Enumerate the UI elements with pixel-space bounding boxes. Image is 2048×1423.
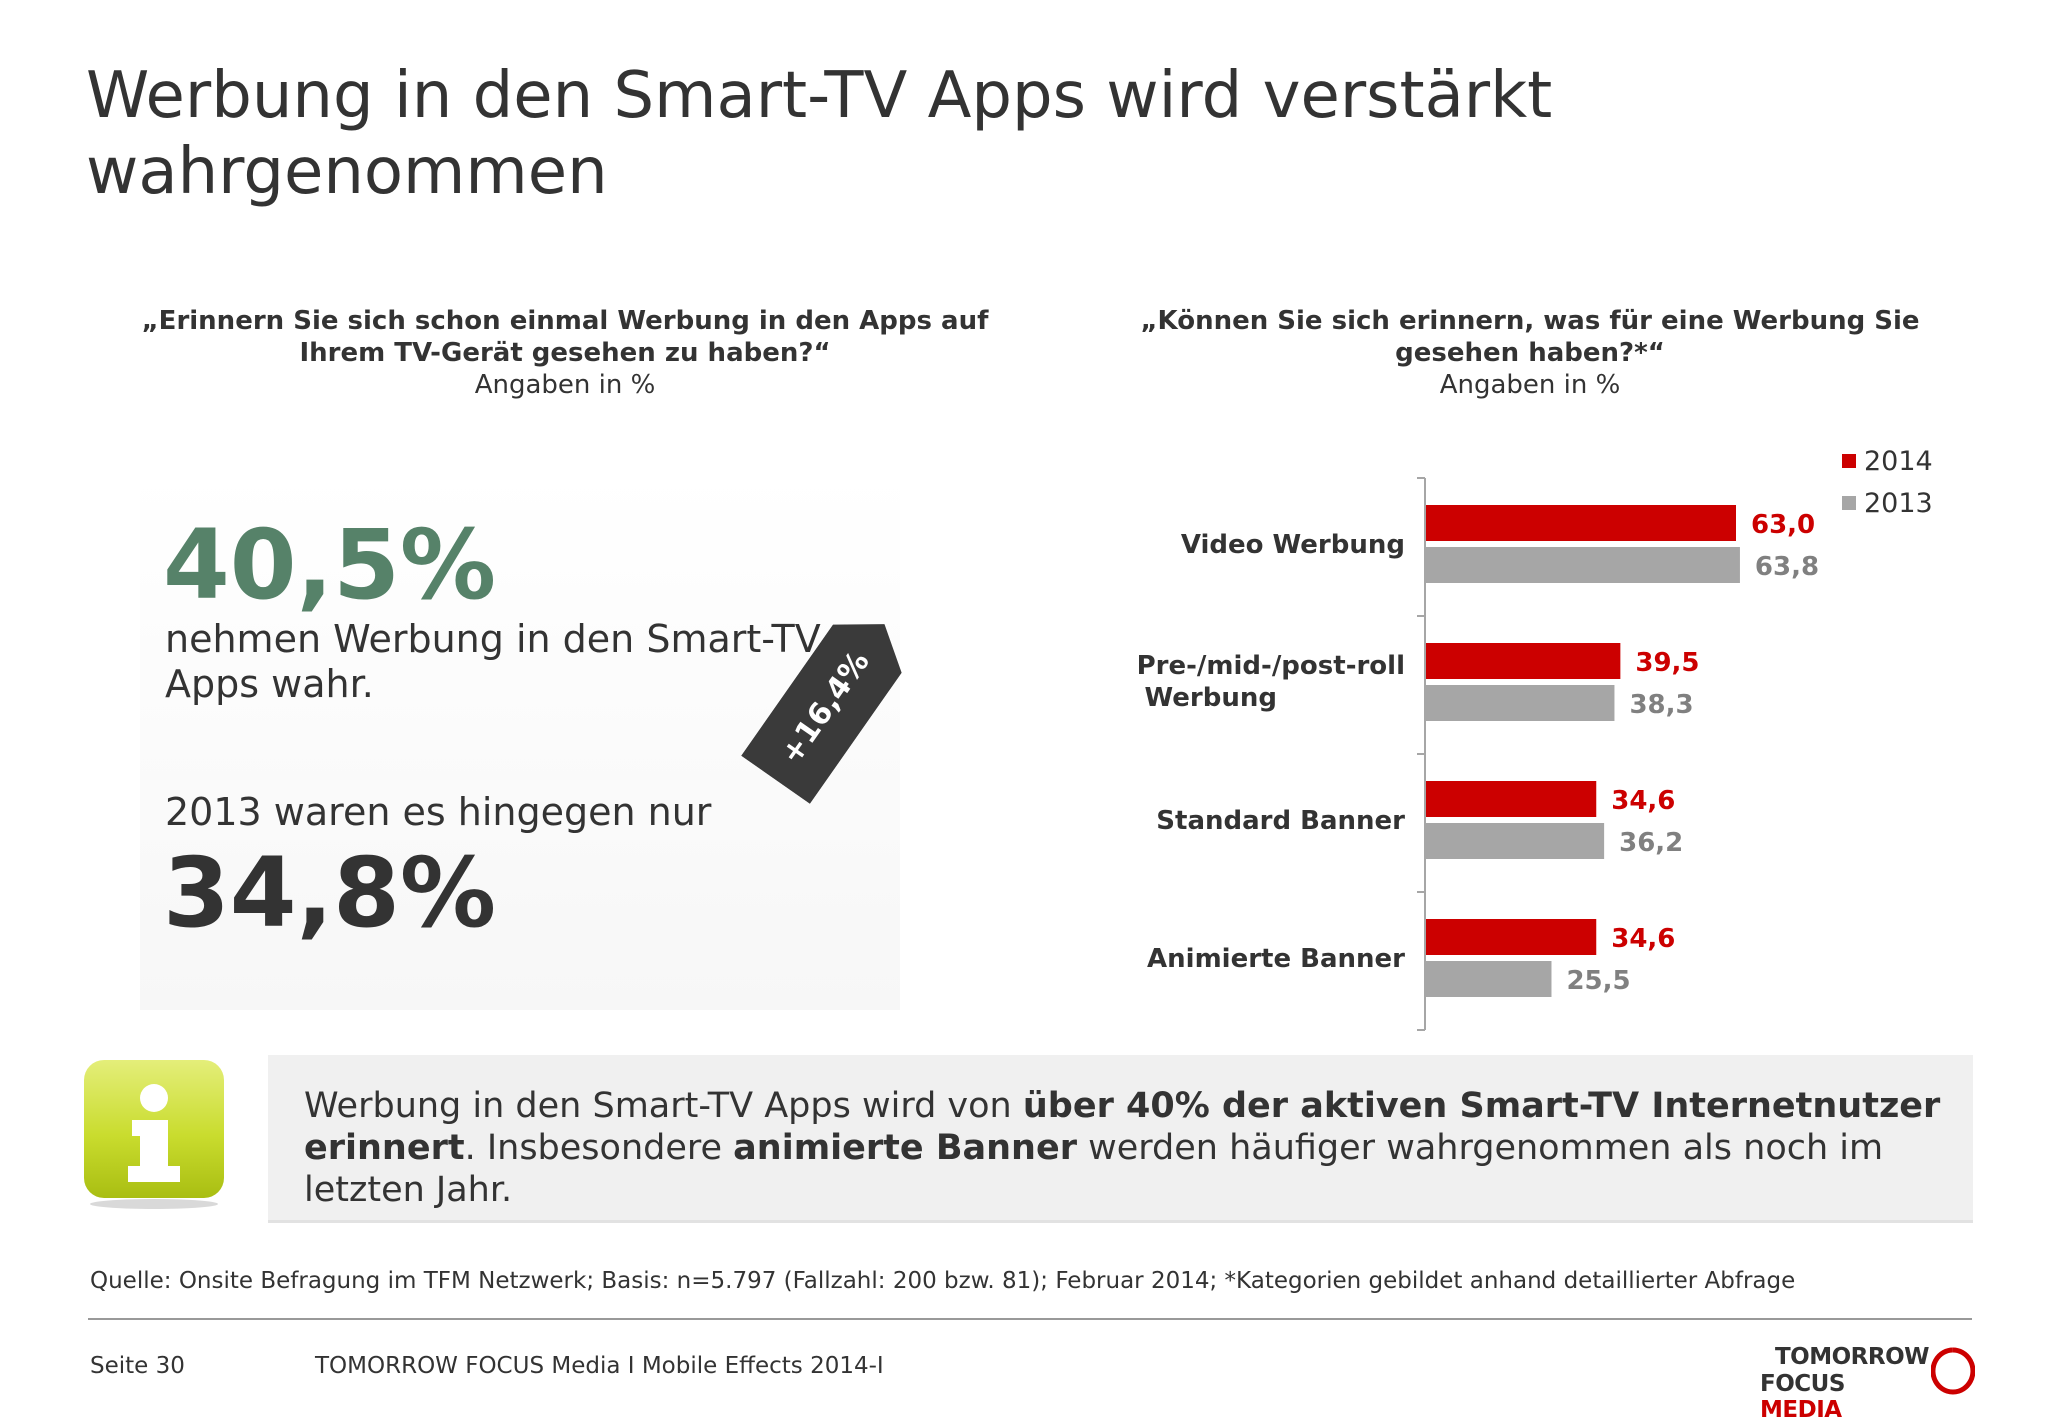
brand-mark-icon [1931, 1347, 1975, 1395]
source-note: Quelle: Onsite Befragung im TFM Netzwerk… [90, 1268, 1796, 1294]
legend-item-2014: 2014 [1842, 440, 1933, 482]
page-title: Werbung in den Smart-TV Apps wird verstä… [86, 59, 1553, 209]
bar-2014 [1426, 919, 1597, 955]
stat-2013-description: 2013 waren es hingegen nur [165, 790, 712, 834]
data-label-2013: 38,3 [1629, 690, 1693, 720]
category-label: Pre-/mid-/post-roll Werbung [1137, 651, 1405, 713]
data-label-2013: 36,2 [1619, 828, 1683, 858]
data-label-2014: 34,6 [1611, 924, 1675, 954]
stat-2013-value: 34,8% [163, 837, 497, 949]
legend-label-2014: 2014 [1864, 445, 1933, 477]
bar-2013 [1426, 547, 1740, 583]
brand-line-2: FOCUS MEDIA [1760, 1371, 1929, 1423]
footer-text: TOMORROW FOCUS Media I Mobile Effects 20… [315, 1353, 884, 1379]
bar-chart: Video Werbung 63,0 63,8 Pre-/mid-/post-roll… [1137, 477, 1819, 1031]
info-text-part: Werbung in den Smart-TV Apps wird von [304, 1086, 1023, 1126]
brand-media: MEDIA [1760, 1397, 1842, 1423]
change-tag: +16,4% [741, 600, 919, 804]
left-question-text: „Erinnern Sie sich schon einmal Werbung … [141, 306, 989, 368]
info-text-part: . Insbesondere [464, 1128, 734, 1168]
data-label-2014: 34,6 [1611, 786, 1675, 816]
brand-focus: FOCUS [1760, 1371, 1845, 1397]
category-label: Animierte Banner [1147, 944, 1405, 974]
legend-label-2013: 2013 [1864, 487, 1933, 519]
right-unit: Angaben in % [1439, 370, 1621, 400]
legend-swatch-2014 [1842, 454, 1856, 468]
stat-2014-description: nehmen Werbung in den Smart-TV Apps wahr… [165, 617, 821, 706]
category-label: Video Werbung [1181, 530, 1405, 560]
stat-2014-value: 40,5% [163, 509, 497, 621]
info-icon [82, 1058, 226, 1210]
bar-2013 [1426, 685, 1615, 721]
page-number: Seite 30 [90, 1353, 185, 1379]
footer-divider [88, 1318, 1972, 1320]
data-label-2014: 63,0 [1751, 510, 1815, 540]
data-label-2013: 25,5 [1566, 966, 1630, 996]
chart-legend: 2014 2013 [1842, 440, 1933, 524]
brand-line-1: TOMORROW [1774, 1344, 1930, 1370]
info-text-bold: über 40% der aktiven Smart-TV Internetnu… [304, 1086, 1941, 1168]
right-question: „Können Sie sich erinnern, was für eine … [1080, 305, 1980, 401]
info-box: Werbung in den Smart-TV Apps wird von üb… [268, 1055, 1973, 1223]
data-label-2014: 39,5 [1635, 648, 1699, 678]
category-label: Standard Banner [1156, 806, 1405, 836]
left-unit: Angaben in % [474, 370, 656, 400]
info-text-part: werden häufiger wahrgenommen als noch im… [304, 1128, 1884, 1210]
brand-logo: TOMORROW FOCUS MEDIA [1760, 1344, 1975, 1423]
legend-swatch-2013 [1842, 496, 1856, 510]
bar-2014 [1426, 505, 1736, 541]
bar-2014 [1426, 643, 1621, 679]
data-label-2013: 63,8 [1755, 552, 1819, 582]
legend-item-2013: 2013 [1842, 482, 1933, 524]
left-question: „Erinnern Sie sich schon einmal Werbung … [100, 305, 1030, 401]
tag-shape-icon [741, 624, 902, 804]
info-text-bold: animierte Banner [733, 1128, 1077, 1168]
bar-2013 [1426, 961, 1552, 997]
right-question-text: „Können Sie sich erinnern, was für eine … [1140, 306, 1920, 368]
bar-2014 [1426, 781, 1597, 817]
info-text: Werbung in den Smart-TV Apps wird von üb… [304, 1085, 1964, 1211]
bar-2013 [1426, 823, 1605, 859]
